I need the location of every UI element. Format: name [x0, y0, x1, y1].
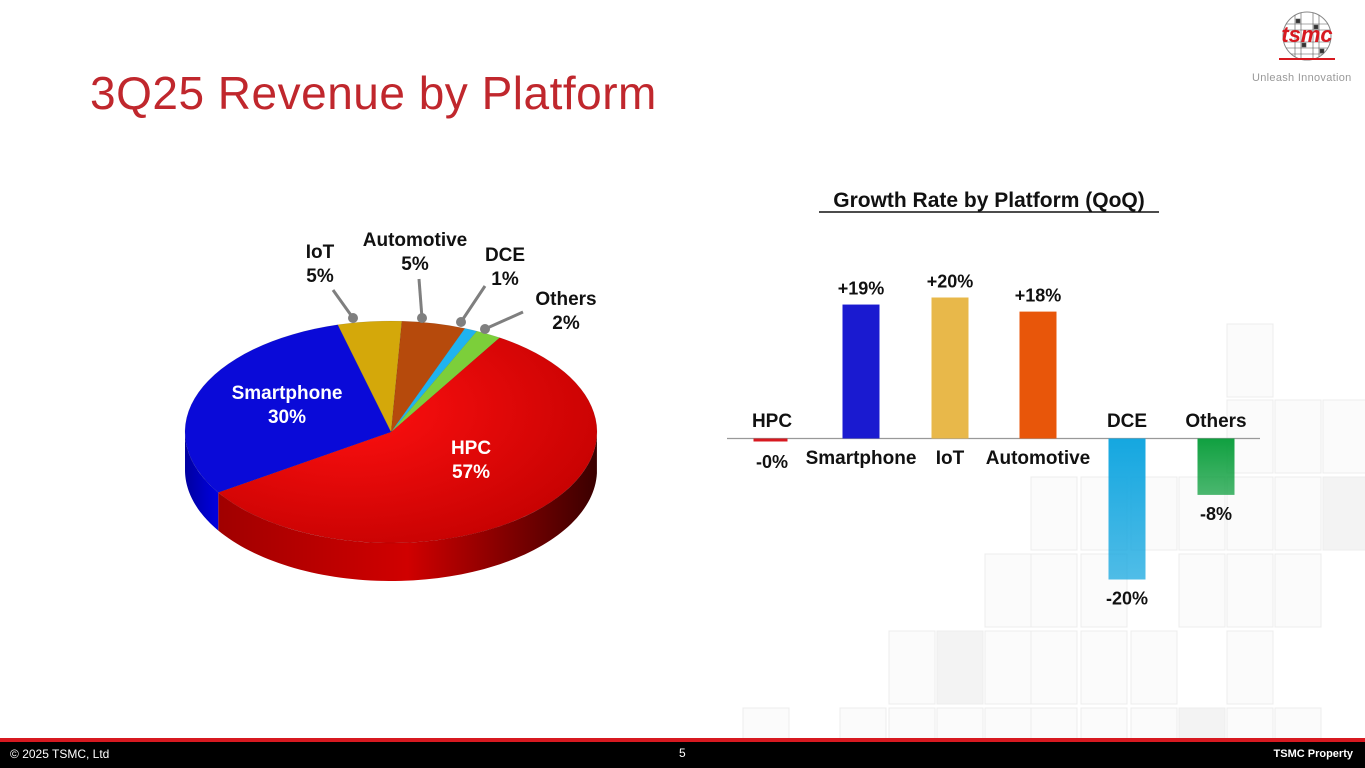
- bar-value-others: -8%: [1200, 504, 1232, 524]
- background-tile-pattern: [742, 323, 1365, 740]
- slide-title: 3Q25 Revenue by Platform: [90, 67, 657, 119]
- footer-bar: [0, 738, 1365, 768]
- copyright-text: 2025 TSMC, Ltd: [22, 747, 110, 761]
- revenue-pie-chart: HPC 57% Smartphone 30% IoT 5% Automotive 5% DCE 1…: [184, 230, 598, 581]
- pie-leader-dot-iot: [348, 313, 358, 323]
- pie-slice-smartphone: [184, 324, 392, 493]
- bar-category-hpc: HPC: [752, 411, 792, 432]
- pie-slice-others: [390, 330, 501, 433]
- pie-leader-dot-automotive: [417, 313, 427, 323]
- bar-others: [1197, 438, 1235, 495]
- logo-tagline: Unleash Innovation: [1252, 72, 1352, 84]
- pie-slice-hpc: [217, 337, 598, 544]
- logo-text: tsmc: [1281, 22, 1332, 47]
- bar-hpc: [753, 438, 788, 442]
- growth-bar-chart: Growth Rate by Platform (QoQ) -0% HPC +19%…: [727, 189, 1260, 609]
- pie-value-dce: 1%: [491, 269, 519, 290]
- bar-chart-title: Growth Rate by Platform (QoQ): [833, 189, 1145, 212]
- pie-side-smartphone: [185, 433, 219, 531]
- pie-label-hpc: HPC: [451, 438, 491, 459]
- bar-value-smartphone: +19%: [838, 279, 885, 299]
- pie-value-others: 2%: [552, 313, 580, 334]
- bar-value-hpc: -0%: [756, 452, 788, 472]
- bar-value-automotive: +18%: [1015, 286, 1062, 306]
- pie-label-automotive: Automotive: [363, 230, 468, 251]
- pie-label-smartphone: Smartphone: [232, 383, 343, 404]
- pie-label-iot: IoT: [306, 242, 335, 263]
- bar-smartphone: [842, 304, 880, 439]
- bar-dce: [1108, 438, 1146, 580]
- pie-value-iot: 5%: [306, 266, 334, 287]
- bar-iot: [931, 297, 969, 439]
- pie-slice-automotive: [390, 320, 466, 433]
- pie-leader-dot-others: [480, 324, 490, 334]
- pie-leader-automotive: [417, 278, 424, 319]
- footer-property: TSMC Property: [1273, 748, 1353, 760]
- bar-category-automotive: Automotive: [986, 448, 1091, 469]
- pie-leader-others: [484, 310, 524, 331]
- pie-leader-dce: [459, 285, 487, 323]
- pie-value-smartphone: 30%: [268, 407, 306, 428]
- pie-leader-dot-dce: [456, 317, 466, 327]
- pie-side-hpc: [218, 435, 597, 581]
- footer-copyright: © 2025 TSMC, Ltd: [10, 747, 110, 761]
- bar-category-dce: DCE: [1107, 411, 1147, 432]
- pie-slice-iot: [337, 320, 403, 433]
- bar-automotive: [1019, 311, 1057, 439]
- pie-label-dce: DCE: [485, 245, 525, 266]
- pie-slice-dce: [390, 328, 478, 433]
- bar-category-others: Others: [1185, 411, 1246, 432]
- tsmc-logo: tsmc: [1235, 10, 1345, 90]
- bar-value-dce: -20%: [1106, 589, 1148, 609]
- footer-red-line: [0, 738, 1365, 742]
- bar-category-smartphone: Smartphone: [806, 448, 917, 469]
- pie-value-automotive: 5%: [401, 254, 429, 275]
- bar-value-iot: +20%: [927, 272, 974, 292]
- pie-leader-iot: [331, 289, 355, 319]
- pie-value-hpc: 57%: [452, 462, 490, 483]
- bar-category-iot: IoT: [936, 448, 965, 469]
- page-number: 5: [679, 746, 686, 760]
- pie-label-others: Others: [535, 289, 596, 310]
